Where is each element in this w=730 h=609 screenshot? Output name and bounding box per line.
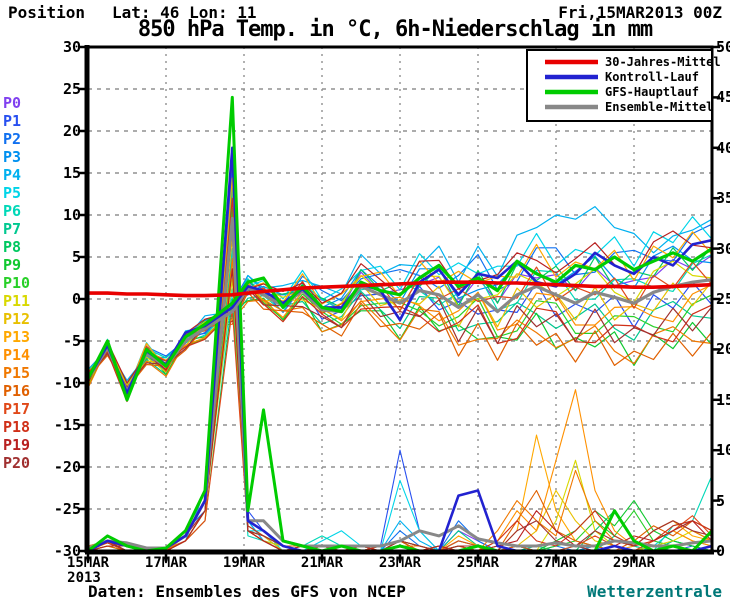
temp-tick-label: -15 [53,416,81,434]
x-tick-label: 17MAR [144,555,188,571]
series-climate-mean-temp [88,280,713,298]
member-label-p15: P15 [3,364,31,382]
temp-tick-label: 30 [62,38,81,56]
temp-tick-label: -30 [53,542,81,560]
precip-tick-label: 35 [716,189,730,208]
position-coordinates: Lat: 46 Lon: 11 [112,3,257,22]
temp-tick-label: -20 [53,458,81,476]
precip-tick-label: 20 [716,340,730,359]
precip-tick-label: 5 [716,491,726,510]
legend-item-label: Kontroll-Lauf [605,70,699,84]
member-label-p18: P18 [3,418,31,436]
member-label-p11: P11 [3,292,31,310]
member-label-p5: P5 [3,184,22,202]
chart-title: 850 hPa Temp. in °C, 6h-Niederschlag in … [137,17,653,42]
member-label-p9: P9 [3,256,22,274]
member-label-p0: P0 [3,94,22,112]
member-label-p4: P4 [3,166,22,184]
x-tick-label: 23MAR [378,555,422,571]
member-label-p1: P1 [3,112,22,130]
x-tick-year-label: 2013 [67,570,101,586]
temp-tick-label: 10 [62,206,81,224]
data-source-label: Daten: Ensembles des GFS von NCEP [88,582,406,601]
x-tick-label: 15MAR [66,555,110,571]
x-tick-label: 29MAR [612,555,656,571]
run-datetime: Fri,15MAR2013 00Z [558,3,722,22]
temp-tick-label: -10 [53,374,81,392]
member-label-p13: P13 [3,328,31,346]
member-label-p17: P17 [3,400,31,418]
member-label-p19: P19 [3,436,31,454]
temp-tick-label: 0 [71,290,81,308]
series-ensemble-mean-temp [86,278,713,393]
series-P2-precip [87,167,712,552]
legend-item-label: Ensemble-Mittel [605,100,714,114]
x-tick-label: 21MAR [300,555,344,571]
series-main-temp [86,247,713,402]
precip-tick-label: 30 [716,239,730,258]
member-label-p20: P20 [3,454,31,472]
position-label: Position [8,3,86,22]
series-P20-temp [87,288,713,388]
temp-tick-label: 5 [71,248,81,266]
member-label-p7: P7 [3,220,22,238]
precip-tick-label: 45 [716,88,730,107]
member-label-p2: P2 [3,130,22,148]
temp-tick-label: 15 [62,164,81,182]
series-P16-temp [87,291,713,390]
member-label-p12: P12 [3,310,31,328]
precip-tick-label: 10 [716,441,730,460]
precip-tick-label: 15 [716,390,730,409]
temp-tick-label: -25 [53,500,81,518]
temp-tick-label: 25 [62,80,81,98]
member-label-p3: P3 [3,148,22,166]
brand-label: Wetterzentrale [587,582,722,601]
precip-tick-label: 25 [716,290,730,308]
x-tick-label: 27MAR [534,555,578,571]
temp-tick-label: -5 [62,332,81,350]
member-label-p10: P10 [3,274,31,292]
member-label-p6: P6 [3,202,22,220]
series-main-precip [87,95,714,553]
x-tick-label: 19MAR [222,555,266,571]
member-label-p14: P14 [3,346,31,364]
precip-tick-label: 40 [716,138,730,157]
member-label-p8: P8 [3,238,22,256]
precip-tick-label: 50 [716,38,730,56]
x-tick-label: 25MAR [456,555,500,571]
member-label-p16: P16 [3,382,31,400]
legend-item-label: 30-Jahres-Mittel [605,55,721,69]
legend-item-label: GFS-Hauptlauf [605,85,699,99]
temp-tick-label: 20 [62,122,81,140]
precip-tick-label: 0 [716,542,726,560]
